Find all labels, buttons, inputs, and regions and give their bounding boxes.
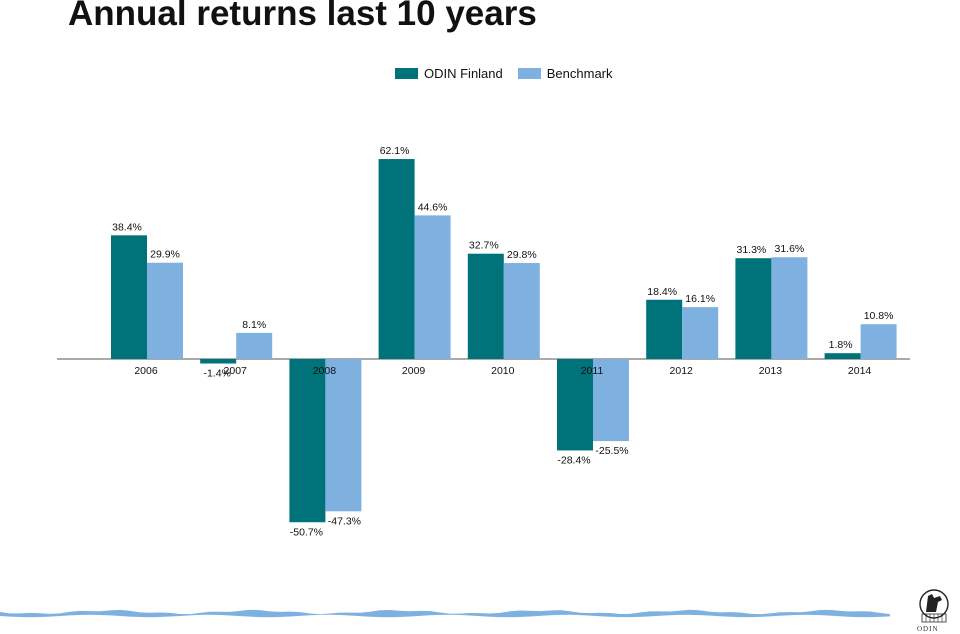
label-benchmark-2012: 16.1% [685, 293, 715, 305]
x-tick-2013: 2013 [759, 365, 783, 377]
bar-benchmark-2012 [682, 307, 719, 359]
label-fund-2013: 31.3% [737, 244, 767, 256]
bar-fund-2011 [557, 359, 593, 451]
x-tick-2008: 2008 [313, 365, 337, 377]
legend-label-fund: ODIN Finland [424, 66, 503, 81]
bar-benchmark-2014 [860, 324, 897, 359]
label-benchmark-2011: -25.5% [595, 445, 628, 457]
bar-fund-2012 [646, 299, 683, 359]
label-benchmark-2007: 8.1% [242, 319, 266, 331]
bar-benchmark-2006 [147, 262, 183, 359]
decorative-wave [0, 609, 890, 618]
x-tick-2012: 2012 [670, 365, 694, 377]
legend-swatch-benchmark [517, 68, 541, 79]
odin-logo-icon [919, 589, 949, 623]
label-fund-2014: 1.8% [829, 339, 853, 351]
label-fund-2011: -28.4% [557, 454, 590, 466]
bar-benchmark-2010 [503, 263, 540, 359]
legend-item-benchmark: Benchmark [517, 66, 613, 81]
label-fund-2009: 62.1% [380, 145, 410, 157]
label-benchmark-2010: 29.8% [507, 249, 537, 261]
x-tick-2010: 2010 [491, 365, 515, 377]
label-benchmark-2013: 31.6% [775, 243, 805, 255]
legend-label-benchmark: Benchmark [546, 66, 613, 81]
bar-benchmark-2013 [771, 257, 808, 359]
x-tick-2011: 2011 [581, 365, 604, 377]
bar-fund-2008 [289, 359, 326, 523]
bar-fund-2007 [200, 359, 237, 364]
x-tick-2007: 2007 [224, 365, 248, 377]
bar-benchmark-2009 [414, 215, 451, 359]
bar-fund-2009 [378, 159, 415, 359]
legend-item-fund: ODIN Finland [395, 66, 503, 81]
x-tick-2014: 2014 [848, 365, 872, 377]
label-fund-2006: 38.4% [112, 221, 142, 233]
logo-text: ODIN [917, 625, 939, 633]
label-benchmark-2008: -47.3% [328, 515, 361, 527]
bar-benchmark-2008 [325, 359, 362, 512]
label-fund-2007: -1.4% [203, 368, 230, 380]
label-benchmark-2014: 10.8% [864, 310, 894, 322]
label-fund-2008: -50.7% [290, 526, 323, 538]
label-benchmark-2009: 44.6% [418, 201, 448, 213]
label-fund-2012: 18.4% [647, 286, 677, 298]
bar-fund-2013 [735, 258, 772, 359]
bar-fund-2006 [111, 235, 147, 359]
label-fund-2010: 32.7% [469, 240, 499, 252]
bar-fund-2014 [824, 353, 861, 359]
x-tick-2006: 2006 [134, 365, 158, 377]
label-benchmark-2006: 29.9% [150, 249, 180, 261]
bar-benchmark-2007 [236, 332, 273, 359]
bar-fund-2010 [467, 253, 504, 359]
chart-title: Annual returns last 10 years [68, 0, 537, 33]
chart-legend: ODIN Finland Benchmark [395, 66, 628, 81]
legend-swatch-fund [395, 68, 418, 79]
x-tick-2009: 2009 [402, 365, 426, 377]
bar-benchmark-2011 [593, 359, 629, 442]
